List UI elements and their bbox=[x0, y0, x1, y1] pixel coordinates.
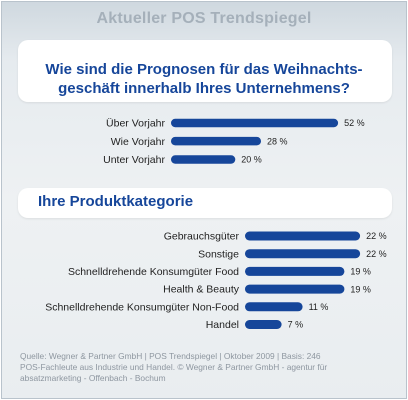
value-label-2-5: 11 % bbox=[309, 302, 329, 312]
bar-2-6 bbox=[245, 320, 282, 329]
value-label-2-1: 22 % bbox=[366, 231, 387, 241]
source-note: Quelle: Wegner & Partner GmbH | POS Tren… bbox=[20, 351, 392, 384]
value-label-2-4: 19 % bbox=[350, 284, 371, 294]
source-line-2: POS-Fachleute aus Industrie und Handel. … bbox=[20, 362, 328, 372]
question-title: Wie sind die Prognosen für das Weihnacht… bbox=[24, 60, 384, 98]
value-label-1-1: 52 % bbox=[344, 118, 365, 128]
bar-1-1 bbox=[171, 118, 339, 128]
value-label-1-3: 20 % bbox=[241, 155, 262, 165]
category-label-1-3: Unter Vorjahr bbox=[103, 154, 165, 166]
category-label-2-3: Schnelldrehende Konsumgüter Food bbox=[68, 266, 239, 278]
question-title-line-1: Wie sind die Prognosen für das Weihnacht… bbox=[45, 61, 363, 78]
bar-1-2 bbox=[171, 136, 261, 146]
value-label-2-3: 19 % bbox=[350, 267, 371, 277]
value-label-2-2: 22 % bbox=[366, 249, 387, 259]
bar-2-2 bbox=[245, 249, 361, 259]
category-label-2-6: Handel bbox=[206, 319, 239, 331]
category-title: Ihre Produktkategorie bbox=[38, 193, 194, 210]
category-label-2-2: Sonstige bbox=[198, 248, 239, 260]
category-label-1-2: Wie Vorjahr bbox=[111, 136, 166, 148]
value-label-1-2: 28 % bbox=[267, 136, 288, 146]
bar-2-1 bbox=[245, 231, 361, 241]
category-label-1-1: Über Vorjahr bbox=[106, 118, 165, 130]
bar-2-3 bbox=[245, 266, 345, 276]
main-title: Aktueller POS Trendspiegel bbox=[96, 10, 312, 27]
question-title-line-2: geschäft innerhalb Ihres Unternehmens? bbox=[58, 80, 350, 97]
source-line-1: Quelle: Wegner & Partner GmbH | POS Tren… bbox=[20, 351, 321, 361]
value-label-2-6: 7 % bbox=[288, 320, 304, 330]
category-label-2-5: Schnelldrehende Konsumgüter Non-Food bbox=[45, 301, 239, 313]
category-label-2-4: Health & Beauty bbox=[163, 284, 240, 296]
category-panel: Ihre Produktkategorie bbox=[18, 188, 392, 218]
source-line-3: absatzmarketing - Offenbach - Bochum bbox=[20, 373, 166, 383]
bar-2-4 bbox=[245, 284, 345, 294]
question-panel: Wie sind die Prognosen für das Weihnacht… bbox=[18, 40, 392, 102]
category-label-2-1: Gebrauchsgüter bbox=[164, 231, 240, 243]
bar-1-3 bbox=[171, 155, 236, 164]
bar-2-5 bbox=[245, 302, 303, 312]
